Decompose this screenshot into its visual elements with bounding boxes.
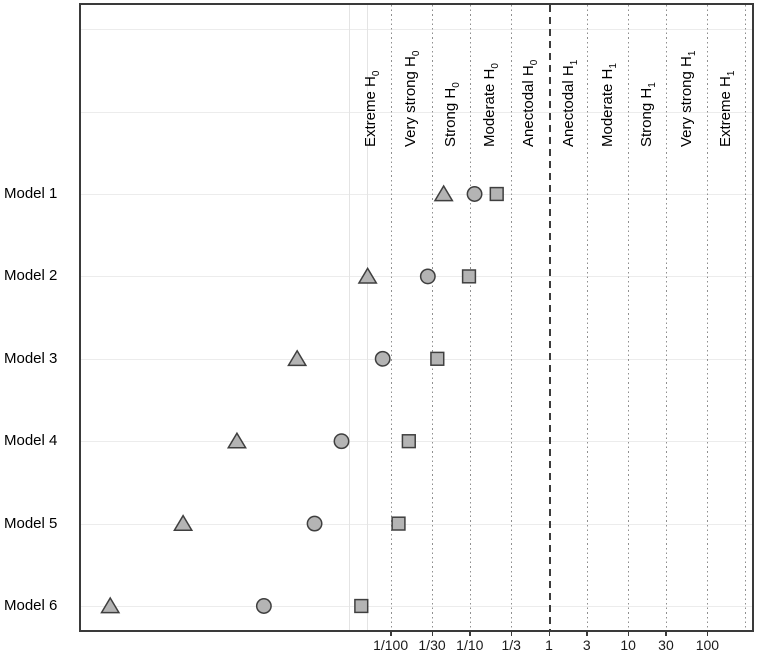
region-label-subscript: 1: [686, 50, 698, 57]
y-axis-label-model-6: Model 6: [4, 597, 58, 614]
region-label-anectodal-h1: Anectodal H1: [559, 59, 580, 147]
x-tick-mark: [627, 632, 630, 636]
region-label-subscript: 0: [450, 82, 462, 88]
category-boundary-gridline: [665, 5, 667, 630]
x-tick-label-1: 1: [545, 637, 553, 652]
triangle-marker: [226, 431, 247, 449]
region-label-subscript: 1: [568, 59, 580, 66]
triangle-marker: [173, 514, 194, 531]
region-label-text: Moderate H: [598, 68, 616, 147]
circle-marker: [374, 350, 391, 367]
x-tick-mark: [469, 632, 471, 636]
row-gridline: [81, 358, 752, 360]
minor-gridline: [366, 5, 368, 630]
row-gridline: [81, 29, 752, 31]
triangle-marker: [357, 266, 378, 284]
circle-marker: [255, 598, 272, 614]
plot-panel: [79, 3, 754, 632]
row-gridline: [81, 276, 752, 278]
x-tick-label-1-100: 1/100: [373, 637, 409, 652]
markers-layer: [100, 184, 504, 614]
square-marker: [354, 598, 369, 614]
x-tick-label-1-10: 1/10: [456, 637, 484, 652]
row-gridline: [81, 194, 752, 195]
x-tick-label-10: 10: [620, 637, 636, 652]
region-label-subscript: 0: [490, 63, 502, 69]
y-axis-label-model-1: Model 1: [4, 185, 58, 202]
category-boundary-gridline: [469, 5, 471, 630]
region-label-extreme-h1: Extreme H1: [717, 70, 738, 147]
y-axis-label-model-4: Model 4: [4, 432, 58, 450]
row-gridline: [81, 606, 752, 607]
y-axis-label-model-5: Model 5: [4, 514, 58, 532]
row-gridline: [81, 441, 752, 443]
region-label-very-strong-h1: Very strong H1: [677, 50, 698, 147]
category-boundary-gridline: [745, 5, 747, 630]
row-gridline: [81, 523, 752, 525]
square-marker: [489, 186, 504, 202]
square-marker: [461, 269, 477, 284]
region-label-text: Strong H: [441, 87, 459, 147]
category-boundary-gridline: [511, 5, 513, 630]
region-label-text: Extreme H: [717, 76, 735, 147]
square-marker: [401, 434, 416, 449]
region-label-moderate-h0: Moderate H0: [481, 63, 502, 147]
x-tick-label-1-30: 1/30: [418, 637, 446, 652]
region-label-subscript: 0: [411, 50, 423, 57]
x-tick-mark: [665, 632, 667, 636]
minor-gridline: [349, 5, 351, 630]
x-tick-mark: [431, 632, 434, 636]
category-boundary-gridline: [628, 5, 630, 630]
x-tick-mark: [510, 632, 513, 636]
region-label-subscript: 0: [370, 70, 382, 77]
category-boundary-gridline: [432, 5, 434, 630]
circle-marker: [466, 186, 483, 202]
x-tick-label-3: 3: [582, 637, 591, 652]
region-label-moderate-h1: Moderate H1: [598, 63, 619, 147]
circle-marker: [306, 515, 323, 532]
category-boundary-gridline: [707, 5, 709, 630]
region-label-subscript: 1: [647, 82, 659, 88]
x-tick-mark: [586, 632, 588, 636]
region-label-subscript: 1: [607, 63, 619, 69]
circle-marker: [419, 268, 436, 285]
region-label-strong-h1: Strong H1: [638, 82, 659, 147]
region-label-anectodal-h0: Anectodal H0: [520, 59, 541, 147]
x-tick-mark: [706, 632, 709, 636]
region-label-text: Anectodal H: [520, 65, 538, 147]
region-label-very-strong-h0: Very strong H0: [402, 50, 423, 147]
circle-marker: [333, 433, 350, 450]
region-label-text: Very strong H: [402, 56, 420, 147]
y-axis-label-model-2: Model 2: [4, 267, 58, 285]
bf-equals-1-dashed-line: [548, 5, 551, 630]
triangle-marker: [287, 349, 308, 367]
row-gridline: [81, 111, 752, 113]
triangle-marker: [433, 184, 454, 202]
region-label-text: Anectodal H: [559, 65, 577, 147]
square-marker: [430, 351, 445, 366]
x-tick-label-100: 100: [695, 637, 720, 652]
region-label-extreme-h0: Extreme H0: [361, 70, 382, 147]
category-boundary-gridline: [390, 5, 392, 630]
category-boundary-gridline: [586, 5, 588, 630]
region-label-subscript: 0: [529, 59, 541, 66]
region-label-strong-h0: Strong H0: [441, 82, 462, 147]
region-label-subscript: 1: [726, 70, 738, 77]
x-tick-label-30: 30: [658, 637, 674, 652]
x-tick-mark: [548, 632, 550, 636]
x-tick-label-1-3: 1/3: [501, 637, 521, 652]
region-label-text: Strong H: [638, 87, 656, 147]
square-marker: [391, 516, 406, 531]
region-label-text: Very strong H: [677, 56, 695, 147]
x-tick-mark: [390, 632, 392, 636]
triangle-marker: [100, 596, 121, 614]
y-axis-label-model-3: Model 3: [4, 349, 58, 367]
region-label-text: Moderate H: [481, 68, 499, 147]
region-label-text: Extreme H: [361, 76, 379, 147]
